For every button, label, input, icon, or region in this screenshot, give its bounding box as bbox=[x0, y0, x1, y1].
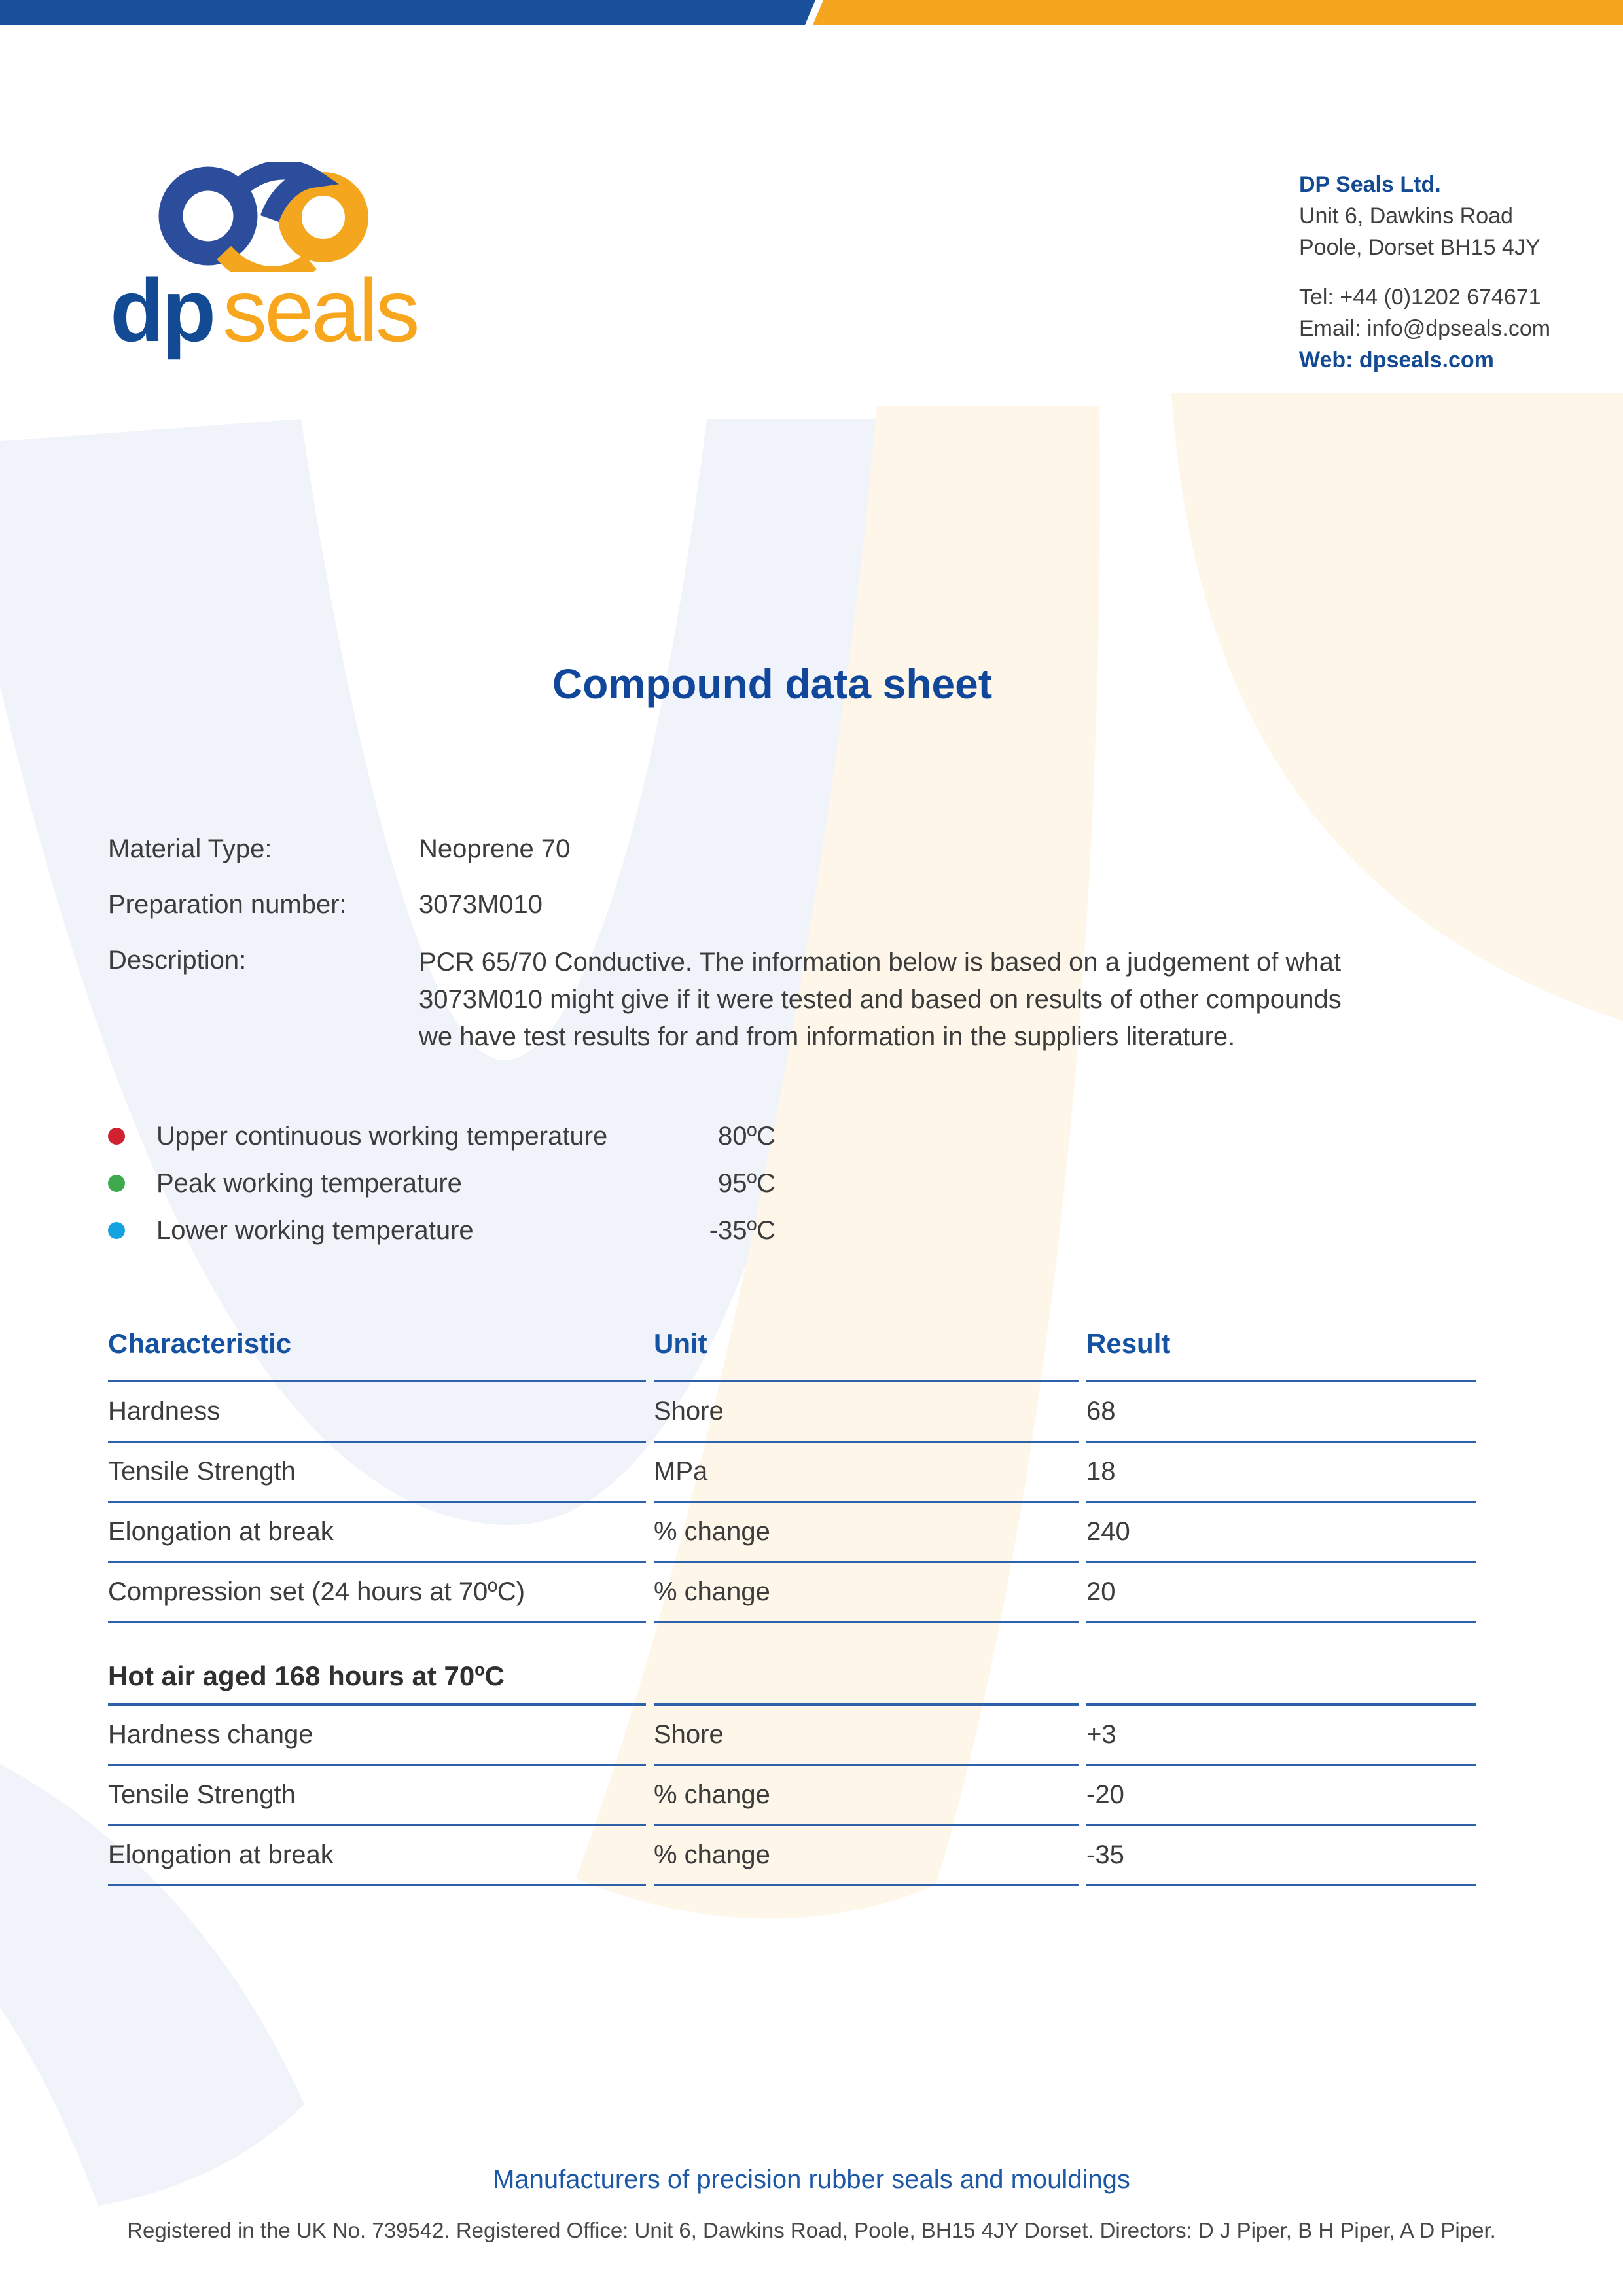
top-color-bar bbox=[0, 0, 1623, 25]
material-type-value: Neoprene 70 bbox=[419, 834, 571, 863]
cell-result: 20 bbox=[1086, 1563, 1476, 1623]
cell-result: -20 bbox=[1086, 1766, 1476, 1826]
cell-characteristic: Tensile Strength bbox=[108, 1766, 646, 1826]
temp-label: Lower working temperature bbox=[156, 1215, 474, 1245]
section-header-spacer bbox=[1086, 1649, 1476, 1706]
column-header-result: Result bbox=[1086, 1308, 1476, 1382]
material-info-block: Material Type: Neoprene 70 Preparation n… bbox=[108, 833, 1410, 1079]
footer-tagline: Manufacturers of precision rubber seals … bbox=[493, 2165, 1130, 2194]
temp-value: 95ºC bbox=[718, 1168, 776, 1198]
logo-wordmark-dp: dp bbox=[110, 260, 216, 360]
green-bullet-dot-icon bbox=[108, 1175, 125, 1192]
cell-unit: % change bbox=[654, 1766, 1079, 1826]
cell-unit: Shore bbox=[654, 1706, 1079, 1766]
characteristics-table: Characteristic Unit Result Hardness Shor… bbox=[100, 1308, 1484, 1886]
dp-seals-logo: dp seals bbox=[110, 162, 516, 398]
cell-unit: Shore bbox=[654, 1382, 1079, 1443]
footer-legal-text: Registered in the UK No. 739542. Registe… bbox=[127, 2218, 1496, 2242]
cell-unit: MPa bbox=[654, 1443, 1079, 1503]
description-row: Description: PCR 65/70 Conductive. The i… bbox=[108, 944, 1410, 1056]
peak-working-temp-row: Peak working temperature 95ºC bbox=[108, 1160, 776, 1207]
table-row: Tensile Strength % change -20 bbox=[108, 1766, 1476, 1826]
logo-wordmark-seals: seals bbox=[223, 260, 419, 360]
logo-wordmark: dp seals bbox=[110, 260, 420, 360]
cell-result: 68 bbox=[1086, 1382, 1476, 1443]
top-bar-yellow-segment bbox=[813, 0, 1623, 25]
preparation-number-value: 3073M010 bbox=[419, 890, 543, 919]
cell-result: -35 bbox=[1086, 1826, 1476, 1886]
cell-characteristic: Hardness bbox=[108, 1382, 646, 1443]
table-row: Hardness change Shore +3 bbox=[108, 1706, 1476, 1766]
temperature-list: Upper continuous working temperature 80º… bbox=[108, 1113, 776, 1254]
cell-characteristic: Compression set (24 hours at 70ºC) bbox=[108, 1563, 646, 1623]
table-header-row: Characteristic Unit Result bbox=[108, 1308, 1476, 1382]
cell-unit: % change bbox=[654, 1563, 1079, 1623]
cell-result: 18 bbox=[1086, 1443, 1476, 1503]
blue-bullet-dot-icon bbox=[108, 1222, 125, 1239]
preparation-number-row: Preparation number: 3073M010 bbox=[108, 888, 1410, 921]
website: Web: dpseals.com bbox=[1299, 348, 1494, 372]
red-bullet-dot-icon bbox=[108, 1128, 125, 1145]
company-name: DP Seals Ltd. bbox=[1299, 172, 1441, 197]
address-line-1: Unit 6, Dawkins Road bbox=[1299, 204, 1513, 228]
cell-characteristic: Tensile Strength bbox=[108, 1443, 646, 1503]
cell-characteristic: Hardness change bbox=[108, 1706, 646, 1766]
top-bar-blue-segment bbox=[0, 0, 815, 25]
cell-characteristic: Elongation at break bbox=[108, 1503, 646, 1563]
contact-block: DP Seals Ltd. Unit 6, Dawkins Road Poole… bbox=[1299, 169, 1587, 376]
table-spacer-row bbox=[108, 1623, 1476, 1649]
page-title: Compound data sheet bbox=[552, 660, 993, 708]
temp-value: -35ºC bbox=[709, 1215, 776, 1245]
upper-working-temp-row: Upper continuous working temperature 80º… bbox=[108, 1113, 776, 1160]
table-row: Compression set (24 hours at 70ºC) % cha… bbox=[108, 1563, 1476, 1623]
material-type-label: Material Type: bbox=[108, 834, 272, 863]
address-line-2: Poole, Dorset BH15 4JY bbox=[1299, 235, 1541, 260]
section-header-spacer bbox=[654, 1649, 1079, 1706]
cell-result: 240 bbox=[1086, 1503, 1476, 1563]
material-type-row: Material Type: Neoprene 70 bbox=[108, 833, 1410, 865]
section-header-hot-air-aged: Hot air aged 168 hours at 70ºC bbox=[108, 1649, 646, 1706]
cell-result: +3 bbox=[1086, 1706, 1476, 1766]
table-row: Tensile Strength MPa 18 bbox=[108, 1443, 1476, 1503]
column-header-unit: Unit bbox=[654, 1308, 1079, 1382]
temp-value: 80ºC bbox=[718, 1121, 776, 1151]
cell-characteristic: Elongation at break bbox=[108, 1826, 646, 1886]
characteristics-table-wrap: Characteristic Unit Result Hardness Shor… bbox=[100, 1308, 1484, 1886]
table-row: Hardness Shore 68 bbox=[108, 1382, 1476, 1443]
table-row: Elongation at break % change 240 bbox=[108, 1503, 1476, 1563]
preparation-number-label: Preparation number: bbox=[108, 890, 347, 919]
cell-unit: % change bbox=[654, 1826, 1079, 1886]
temp-label: Upper continuous working temperature bbox=[156, 1121, 608, 1151]
phone-number: Tel: +44 (0)1202 674671 bbox=[1299, 285, 1541, 310]
column-header-characteristic: Characteristic bbox=[108, 1308, 646, 1382]
table-section-header-row: Hot air aged 168 hours at 70ºC bbox=[108, 1649, 1476, 1706]
description-value: PCR 65/70 Conductive. The information be… bbox=[419, 948, 1342, 1051]
email-address: Email: info@dpseals.com bbox=[1299, 316, 1551, 341]
lower-working-temp-row: Lower working temperature -35ºC bbox=[108, 1207, 776, 1254]
table-row: Elongation at break % change -35 bbox=[108, 1826, 1476, 1886]
logo-rings-icon bbox=[158, 162, 368, 272]
cell-unit: % change bbox=[654, 1503, 1079, 1563]
description-label: Description: bbox=[108, 946, 247, 975]
temp-label: Peak working temperature bbox=[156, 1168, 462, 1198]
